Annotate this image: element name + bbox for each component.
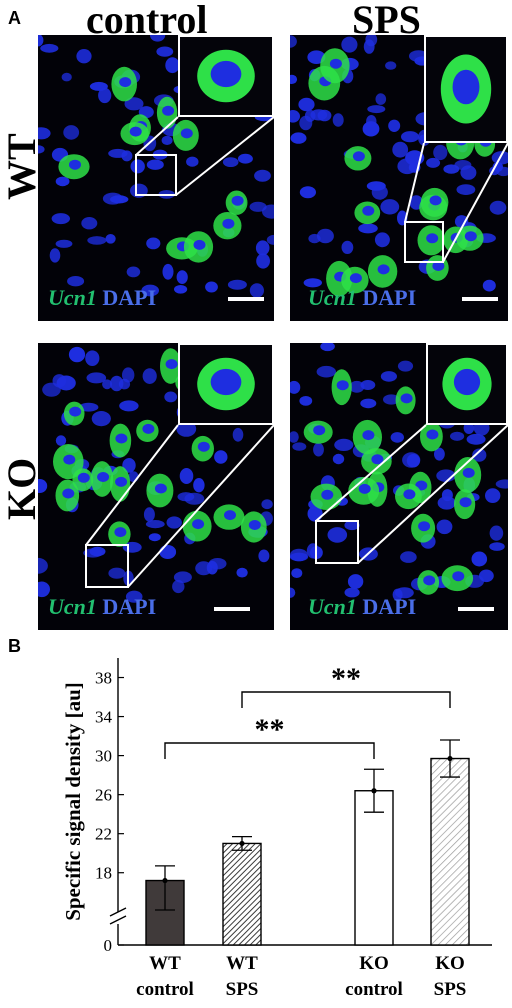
- axis-break-mark: [109, 907, 127, 917]
- scale-bar: [214, 607, 250, 611]
- y-tick-label: 30: [95, 747, 112, 766]
- scale-bar: [228, 297, 264, 301]
- significance-bracket: [241, 691, 451, 708]
- x-tick-label: WT: [149, 953, 181, 974]
- caption-stain: DAPI: [102, 594, 157, 619]
- y-tick-label: 26: [95, 786, 112, 805]
- x-tick-label: SPS: [226, 979, 259, 1000]
- caption-stain: DAPI: [362, 285, 417, 310]
- bar-wt-sps: [222, 842, 262, 946]
- mean-marker: [371, 788, 377, 794]
- micrograph-wt-control-image: [38, 35, 274, 298]
- micrograph-caption: Ucn1 DAPI: [308, 287, 416, 309]
- caption-stain: DAPI: [102, 285, 157, 310]
- significance-bracket: [164, 742, 375, 759]
- axis-break-mark: [109, 915, 127, 925]
- caption-gene: Ucn1: [308, 285, 357, 310]
- caption-gene: Ucn1: [48, 285, 97, 310]
- row-header-ko: KO: [0, 457, 44, 520]
- micrograph-ko-control: Ucn1 DAPI: [38, 343, 274, 630]
- significance-label: **: [255, 713, 285, 746]
- micrograph-wt-sps: Ucn1 DAPI: [290, 35, 508, 321]
- caption-stain: DAPI: [362, 594, 417, 619]
- micrograph-caption: Ucn1 DAPI: [308, 596, 416, 618]
- mean-marker: [162, 877, 168, 884]
- y-tick-label: 0: [104, 936, 113, 955]
- significance-label: **: [331, 662, 361, 695]
- micrograph-wt-control: Ucn1 DAPI: [38, 35, 274, 321]
- micrograph-ko-sps-image: [290, 343, 508, 601]
- x-tick-label: control: [136, 979, 194, 1000]
- micrograph-ko-sps: Ucn1 DAPI: [290, 343, 508, 630]
- x-tick-label: WT: [226, 953, 258, 974]
- micrograph-wt-sps-image: [290, 35, 508, 297]
- x-tick-label: control: [345, 979, 403, 1000]
- x-tick-label: KO: [359, 953, 389, 974]
- bar-ko-sps: [430, 757, 470, 946]
- y-tick-label: 34: [95, 708, 113, 727]
- mean-marker: [239, 840, 245, 847]
- panel-label-b: B: [8, 636, 21, 656]
- bar-chart: 0 18 22 26 30 34 38 Specific signal density [au…: [61, 658, 492, 1000]
- bar-ko-control: [354, 790, 394, 946]
- panel-label-a: A: [8, 8, 21, 28]
- micrograph-ko-control-image: [38, 343, 274, 603]
- y-tick-label: 38: [95, 669, 112, 688]
- caption-gene: Ucn1: [308, 594, 357, 619]
- row-header-wt: WT: [0, 133, 44, 200]
- column-header-sps: SPS: [352, 0, 421, 42]
- scale-bar: [458, 607, 494, 611]
- caption-gene: Ucn1: [48, 594, 97, 619]
- mean-marker: [447, 755, 453, 762]
- scale-bar: [462, 297, 498, 301]
- micrograph-caption: Ucn1 DAPI: [48, 287, 156, 309]
- x-tick-label: KO: [435, 953, 465, 974]
- micrograph-caption: Ucn1 DAPI: [48, 596, 156, 618]
- x-tick-label: SPS: [434, 979, 467, 1000]
- column-header-control: control: [86, 0, 208, 42]
- y-tick-label: 22: [95, 825, 112, 844]
- y-tick-label: 18: [95, 864, 112, 883]
- y-axis-label: Specific signal density [au]: [61, 682, 85, 921]
